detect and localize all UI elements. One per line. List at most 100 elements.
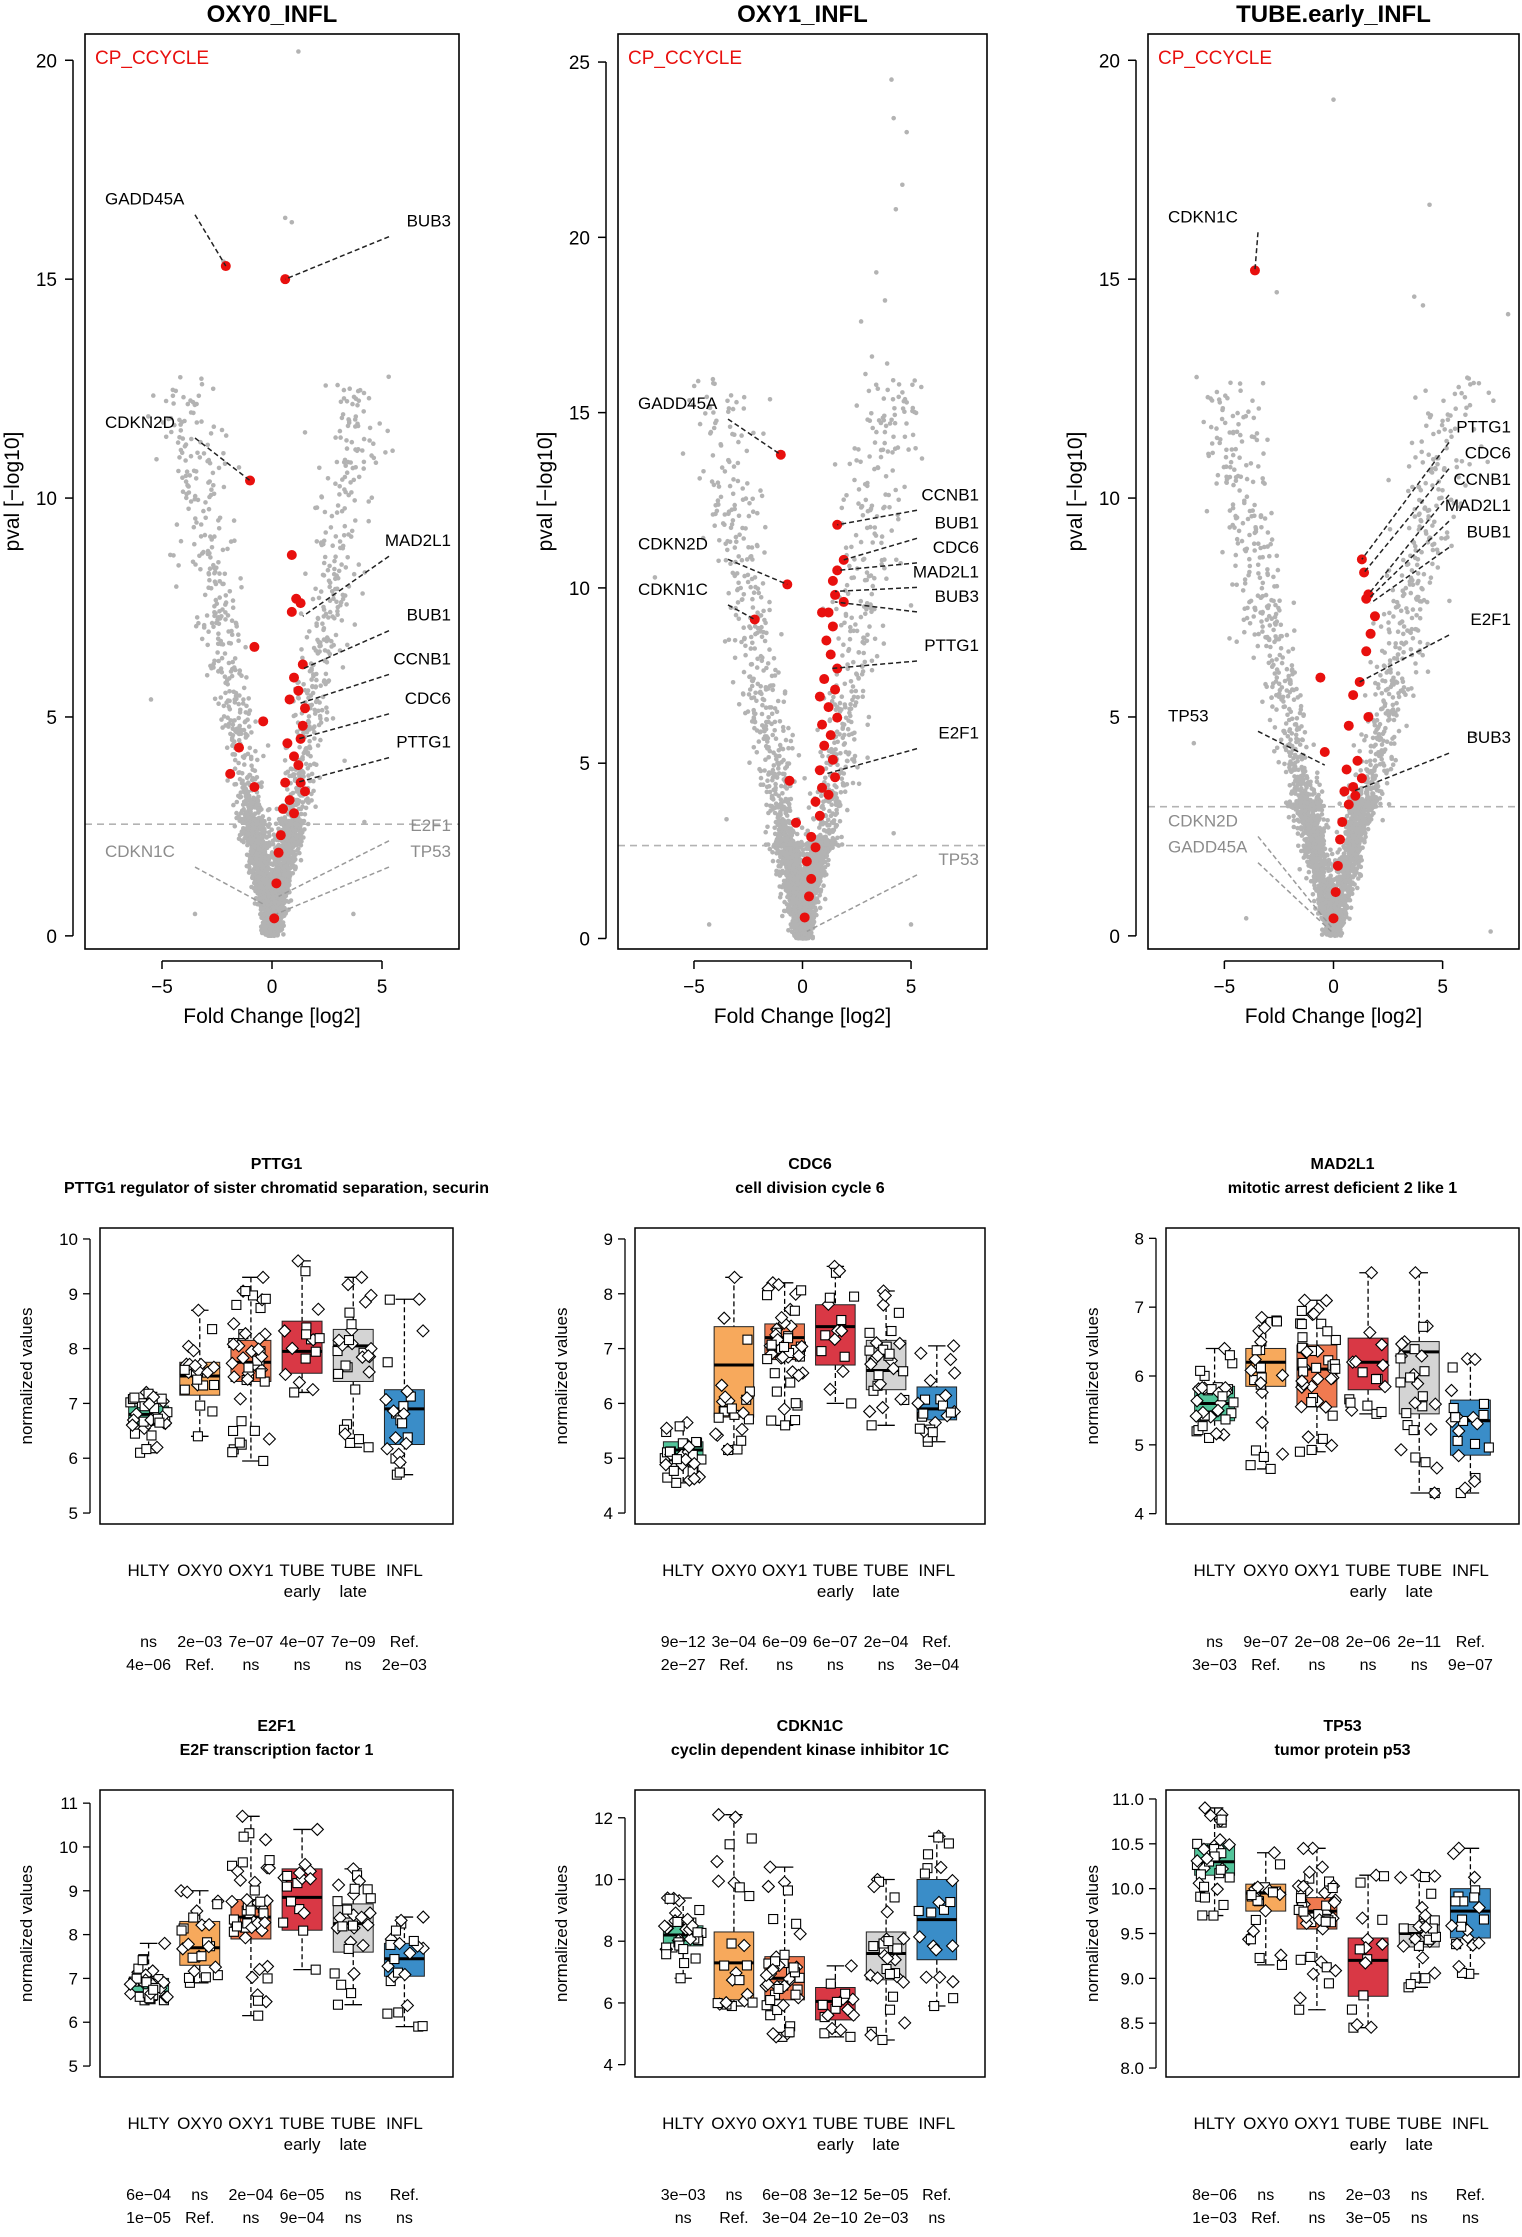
gene-point <box>837 803 843 808</box>
pathway-gene-point <box>289 808 299 819</box>
gene-point <box>245 814 250 820</box>
gene-point <box>180 475 185 481</box>
gene-point <box>212 569 218 575</box>
gene-point <box>305 796 310 801</box>
gene-point <box>736 616 742 622</box>
gene-point <box>861 650 866 656</box>
gene-point <box>725 398 730 404</box>
gene-point <box>848 624 853 630</box>
gene-point <box>210 386 216 392</box>
gene-point <box>333 554 338 559</box>
label-leader-line <box>194 214 227 267</box>
gene-point <box>218 695 224 700</box>
gene-point <box>307 629 312 634</box>
gene-point <box>193 516 198 521</box>
gene-point <box>294 729 300 734</box>
gene-point <box>212 579 218 584</box>
gene-point <box>246 724 252 729</box>
gene-point <box>840 780 846 786</box>
gene-point <box>714 508 720 514</box>
gene-point <box>739 557 745 563</box>
gene-point <box>276 866 281 872</box>
gene-point <box>209 545 215 550</box>
gene-point <box>260 906 266 912</box>
gene-point <box>339 618 345 623</box>
gene-point <box>784 813 790 818</box>
gene-point <box>246 826 251 832</box>
gene-point <box>819 793 824 799</box>
gene-point <box>870 540 875 545</box>
gene-point <box>852 477 857 483</box>
gene-point <box>831 820 836 826</box>
chart-title: OXY1_INFL <box>737 1 868 28</box>
gene-point <box>749 576 755 582</box>
gene-point <box>211 483 216 488</box>
plot-frame <box>84 33 460 950</box>
gene-point <box>831 694 836 700</box>
gene-point <box>713 420 718 426</box>
gene-point <box>879 540 884 546</box>
gene-point <box>367 438 372 443</box>
gene-point <box>355 403 360 408</box>
gene-point <box>711 482 717 488</box>
gene-point <box>253 719 258 724</box>
gene-point <box>203 515 208 521</box>
gene-point <box>329 513 335 519</box>
gene-point <box>726 637 732 643</box>
gene-point <box>341 533 347 538</box>
gene-point <box>885 387 890 393</box>
gene-point <box>329 644 334 649</box>
gene-point <box>730 491 736 497</box>
gene-point <box>770 777 775 783</box>
gene-label: CDC6 <box>405 689 451 708</box>
gene-point <box>844 493 849 498</box>
gene-point <box>727 459 732 465</box>
gene-point <box>850 780 856 786</box>
gene-point <box>770 767 776 773</box>
gene-point <box>763 524 768 530</box>
gene-point <box>321 607 327 612</box>
gene-point <box>346 492 352 498</box>
gene-point <box>208 534 213 539</box>
gene-point <box>887 505 892 510</box>
gene-point <box>919 456 925 461</box>
gene-point <box>262 849 268 854</box>
gene-point <box>184 491 189 497</box>
gene-point <box>281 883 287 888</box>
gene-point <box>190 559 196 565</box>
gene-point <box>844 758 850 764</box>
gene-label: CDKN1C <box>105 842 175 861</box>
gene-point <box>309 798 314 803</box>
gene-point <box>330 716 336 721</box>
gene-point <box>882 557 887 562</box>
gene-point <box>872 531 877 536</box>
x-axis-label: Fold Change [log2] <box>183 1005 360 1028</box>
gene-point <box>221 703 227 709</box>
gene-point <box>236 465 242 470</box>
gene-point <box>910 432 916 438</box>
gene-point <box>843 545 849 550</box>
gene-point <box>206 572 212 577</box>
gene-point <box>227 589 233 594</box>
gene-point <box>330 543 336 548</box>
gene-point <box>815 877 821 883</box>
gene-point <box>318 737 323 743</box>
gene-point <box>891 434 896 440</box>
gene-point <box>731 477 736 482</box>
gene-point <box>361 466 367 471</box>
gene-point <box>232 823 238 829</box>
gene-point <box>236 701 241 707</box>
gene-point <box>342 758 347 764</box>
gene-point <box>874 653 880 659</box>
gene-point <box>864 606 869 612</box>
gene-point <box>312 724 317 729</box>
gene-label: BUB1 <box>407 606 451 625</box>
gene-point <box>861 556 867 562</box>
gene-point <box>735 478 741 484</box>
gene-point <box>223 690 228 696</box>
gene-point <box>772 831 778 837</box>
gene-point <box>312 711 318 716</box>
gene-point <box>868 506 874 512</box>
gene-label: MAD2L1 <box>385 531 451 550</box>
